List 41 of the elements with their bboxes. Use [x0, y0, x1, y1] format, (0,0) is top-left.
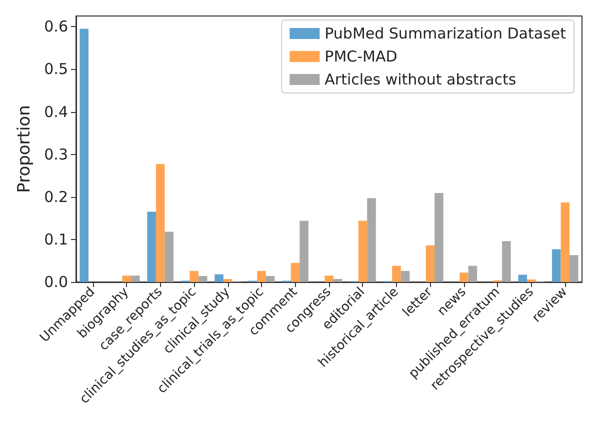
bar: [518, 274, 528, 282]
bar: [367, 198, 376, 282]
bar: [460, 272, 468, 282]
bar: [300, 220, 308, 282]
y-tick-label: 0.0: [44, 273, 68, 291]
legend-label: PubMed Summarization Dataset: [324, 24, 566, 42]
bar: [223, 279, 232, 282]
bar: [434, 193, 444, 282]
bar: [426, 245, 435, 282]
y-tick-label: 0.1: [44, 230, 68, 248]
bar: [164, 232, 174, 282]
bar: [502, 241, 511, 282]
bar: [333, 279, 342, 282]
bar: [392, 266, 401, 282]
bar: [358, 220, 368, 282]
bar: [80, 28, 88, 282]
y-tick-label: 0.5: [44, 60, 68, 78]
bar: [190, 270, 198, 282]
bar: [290, 262, 300, 282]
bar: [468, 266, 478, 282]
bar: [570, 255, 578, 282]
y-tick-label: 0.4: [44, 102, 68, 121]
bar: [214, 274, 224, 282]
bar: [324, 276, 334, 282]
y-tick-label: 0.2: [44, 188, 68, 206]
bar: [257, 270, 266, 282]
y-axis-title: Proportion: [14, 105, 35, 193]
y-tick-label: 0.6: [44, 18, 68, 36]
bar: [400, 270, 410, 282]
legend-label: Articles without abstracts: [324, 70, 516, 88]
bar: [266, 276, 275, 282]
bar: [130, 276, 140, 282]
bar: [560, 202, 570, 282]
bar: [156, 164, 165, 282]
bar: [198, 276, 208, 282]
bar: [527, 279, 536, 282]
legend-label: PMC-MAD: [324, 48, 398, 66]
bar: [147, 212, 156, 282]
bar: [552, 249, 561, 282]
bar: [122, 276, 131, 282]
y-tick-label: 0.3: [44, 145, 68, 164]
